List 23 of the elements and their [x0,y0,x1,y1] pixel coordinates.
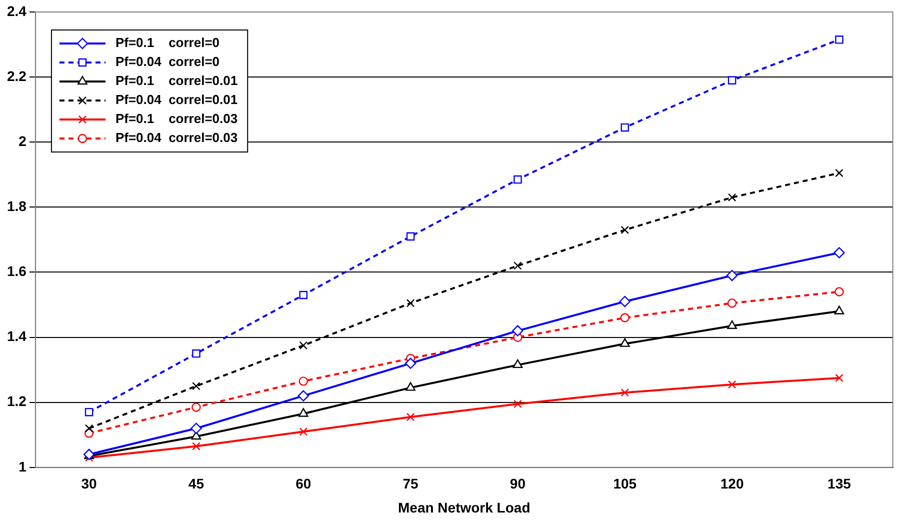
y-tick-label: 2.4 [6,2,27,19]
x-tick-label: 60 [296,476,312,492]
x-tick-label: 135 [828,476,852,492]
x-tick-label: 105 [613,476,637,492]
y-tick-label: 2 [18,132,27,149]
x-axis-title: Mean Network Load [398,499,530,516]
y-tick-label: 2.2 [6,68,27,84]
legend-label: Pf=0.1 correl=0.03 [115,111,238,126]
legend-label: Pf=0.04 correl=0.03 [115,130,238,146]
x-tick-label: 90 [510,476,526,492]
legend-label: Pf=0.04 correl=0 [115,54,220,70]
x-tick-label: 120 [720,476,744,492]
legend-label: Pf=0.1 correl=0.01 [115,73,238,88]
y-tick-label: 1 [18,458,27,474]
legend-label: Pf=0.1 correl=0 [115,35,220,50]
y-tick-label: 1.2 [6,393,27,410]
x-tick-label: 75 [402,476,419,492]
x-tick-label: 45 [188,476,204,492]
y-tick-label: 1.6 [6,263,27,280]
y-tick-label: 1.8 [6,198,27,214]
legend-label: Pf=0.04 correl=0.01 [115,92,238,108]
y-tick-label: 1.4 [6,328,27,344]
x-tick-label: 30 [81,476,98,492]
